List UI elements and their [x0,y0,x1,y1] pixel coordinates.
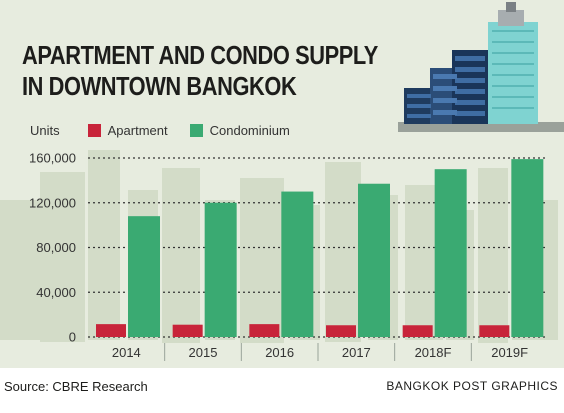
skyline-silhouette [0,150,558,343]
block-window-row [455,78,485,83]
y-tick-label: 0 [69,330,76,345]
block-window-row [433,110,457,115]
bar-apartment-2019F [479,325,510,337]
tower-top [506,2,516,12]
bar-apartment-2016 [249,324,280,337]
y-axis-tick-labels: 0 40,000 80,000 120,000 160,000 [29,151,76,345]
building-base [398,122,564,132]
legend-swatch-condominium [189,124,203,137]
tower-stripe [492,74,534,76]
graphics-credit: BANGKOK POST GRAPHICS [386,379,558,393]
block-window-row [407,114,431,118]
legend: Units Apartment Condominium [30,123,312,138]
grid-lines [88,157,548,338]
block-window-row [455,100,485,105]
bar-condominium-2014 [128,216,160,337]
bar-condominium-2017 [358,183,390,337]
block-window-row [455,89,485,94]
skyline-block [40,172,85,342]
bar-apartment-2014 [96,324,126,337]
chart-title-line-1: APARTMENT AND CONDO SUPPLY [22,40,378,70]
units-label: Units [30,123,60,138]
bar-apartment-2018F [402,325,433,337]
x-tick-label: 2015 [189,345,218,360]
bar-condominium-2018F [434,169,467,337]
legend-swatch-apartment [87,124,101,137]
block-window-row [433,86,457,91]
x-axis-tick-labels: 2014 2015 2016 2017 2018F 2019F [112,343,528,361]
legend-label-condominium: Condominium [209,123,290,138]
chart-title-line-2: IN DOWNTOWN BANGKOK [22,71,297,101]
block-window-row [455,111,485,116]
tower-stripe [492,107,534,109]
tower-stripe [492,52,534,54]
block-window-row [455,56,485,61]
bar-apartment-2017 [326,325,356,337]
legend-item-apartment: Apartment [87,123,168,138]
tower-stripe [492,41,534,43]
chart-title: APARTMENT AND CONDO SUPPLY IN DOWNTOWN B… [22,40,378,102]
x-tick-label: 2018F [415,345,452,360]
block-window-row [433,98,457,103]
skyline-block [240,178,284,343]
bar-apartment-2015 [172,324,203,337]
bar-condominium-2019F [511,159,544,337]
tower-stripe [492,96,534,98]
legend-item-condominium: Condominium [189,123,290,138]
skyline-block [88,150,120,340]
y-tick-label: 120,000 [29,195,76,210]
block-window-row [433,74,457,79]
x-tick-label: 2014 [112,345,141,360]
block-window-row [455,67,485,72]
x-tick-label: 2017 [342,345,371,360]
tower-stripe [492,63,534,65]
bar-condominium-2016 [281,191,314,337]
skyline-block [325,162,361,342]
y-tick-label: 80,000 [36,240,76,255]
block-window-row [407,94,431,98]
skyline-block [162,168,200,343]
bar-condominium-2015 [204,202,237,337]
source-note: Source: CBRE Research [4,379,148,394]
tower-stripe [492,30,534,32]
building-illustration [398,2,564,132]
block-window-row [407,104,431,108]
y-tick-label: 40,000 [36,285,76,300]
bar-series [96,159,544,337]
x-tick-label: 2019F [491,345,528,360]
legend-label-apartment: Apartment [107,123,168,138]
skyline-block [478,168,508,343]
y-tick-label: 160,000 [29,151,76,166]
tower-stripe [492,85,534,87]
x-tick-label: 2016 [265,345,294,360]
skyline-block [0,200,40,340]
tower-crown [498,10,524,26]
